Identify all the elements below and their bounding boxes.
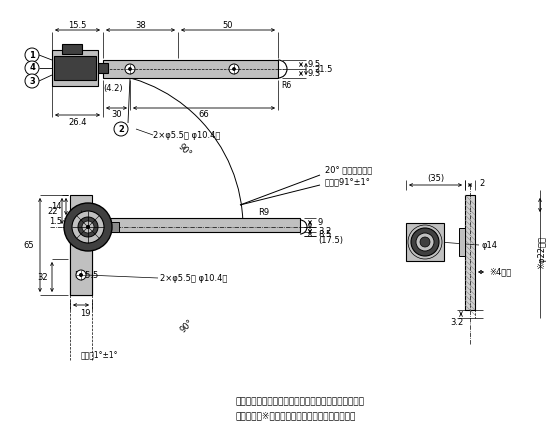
Circle shape: [229, 64, 239, 74]
Circle shape: [25, 48, 39, 62]
Text: 取付の際は※印寸法の範囲を逃がしてください。: 取付の際は※印寸法の範囲を逃がしてください。: [235, 412, 355, 420]
Text: ※φ22以上: ※φ22以上: [537, 236, 547, 269]
Circle shape: [114, 122, 128, 136]
Text: 閉位网1°±1°: 閉位网1°±1°: [81, 351, 118, 360]
Circle shape: [411, 228, 439, 256]
Text: 3.2: 3.2: [318, 227, 331, 236]
Text: 90°: 90°: [176, 142, 193, 159]
Bar: [62, 44, 82, 54]
Text: 3.2: 3.2: [450, 317, 463, 327]
Bar: [110, 218, 300, 232]
Circle shape: [87, 225, 89, 228]
Text: R6: R6: [281, 81, 291, 90]
Text: 19: 19: [80, 309, 91, 317]
Circle shape: [64, 203, 112, 251]
Circle shape: [79, 273, 83, 276]
Text: 4: 4: [29, 64, 35, 72]
Bar: [109, 222, 119, 232]
Text: 2×φ5.5稴 φ10.4皿: 2×φ5.5稴 φ10.4皿: [153, 130, 220, 140]
Text: 2×φ5.5稴 φ10.4皿: 2×φ5.5稴 φ10.4皿: [160, 273, 228, 283]
Text: 65: 65: [23, 241, 34, 249]
Text: 90°: 90°: [179, 317, 195, 334]
Text: 38: 38: [135, 20, 146, 30]
Circle shape: [408, 225, 442, 259]
Bar: [54, 56, 96, 80]
Circle shape: [79, 214, 83, 217]
Text: 50: 50: [223, 20, 233, 30]
Circle shape: [420, 237, 430, 247]
Circle shape: [416, 233, 434, 251]
Text: φ14: φ14: [481, 241, 497, 249]
Text: (4.2): (4.2): [103, 84, 123, 92]
Bar: [98, 63, 108, 73]
Circle shape: [76, 210, 86, 220]
Text: 2: 2: [479, 178, 484, 187]
Text: R9: R9: [258, 208, 269, 217]
Text: 20° ロック解除域: 20° ロック解除域: [325, 166, 372, 174]
Circle shape: [125, 64, 135, 74]
Circle shape: [25, 74, 39, 88]
Text: 9.3: 9.3: [308, 69, 321, 78]
Text: 26.4: 26.4: [68, 117, 87, 126]
Bar: [465, 195, 475, 310]
Text: 8.5: 8.5: [318, 229, 331, 238]
Circle shape: [128, 68, 132, 71]
Text: LAMP: LAMP: [80, 225, 95, 229]
Text: 32: 32: [37, 272, 48, 282]
Text: 15.5: 15.5: [68, 20, 87, 30]
Circle shape: [72, 211, 104, 243]
Text: (35): (35): [427, 174, 444, 183]
Circle shape: [25, 61, 39, 75]
Text: 21.5: 21.5: [314, 65, 332, 74]
Text: 30: 30: [111, 109, 122, 119]
Text: 9.5: 9.5: [308, 60, 321, 69]
Text: 1.5: 1.5: [49, 217, 62, 225]
Circle shape: [233, 68, 235, 71]
Bar: [70, 195, 92, 295]
Text: 66: 66: [198, 109, 209, 119]
Text: 1: 1: [29, 51, 35, 59]
Text: 2: 2: [118, 125, 124, 133]
Text: 22: 22: [47, 207, 58, 215]
Text: R15.5: R15.5: [74, 270, 98, 279]
Text: 閉位网91°±1°: 閉位网91°±1°: [325, 177, 371, 187]
Text: 本図は右用を示します。左用は左右対称となります。: 本図は右用を示します。左用は左右対称となります。: [235, 398, 364, 406]
Text: (17.5): (17.5): [318, 235, 343, 245]
Bar: [103, 60, 278, 78]
Circle shape: [82, 221, 94, 233]
Bar: [406, 223, 444, 261]
Circle shape: [78, 217, 98, 237]
Circle shape: [76, 270, 86, 280]
Bar: [459, 228, 465, 256]
Bar: [52, 50, 98, 86]
Text: ※4以上: ※4以上: [489, 268, 511, 276]
Text: 14: 14: [51, 202, 62, 211]
Text: 3: 3: [29, 76, 35, 85]
Text: 9: 9: [318, 218, 323, 227]
Bar: [70, 227, 92, 295]
